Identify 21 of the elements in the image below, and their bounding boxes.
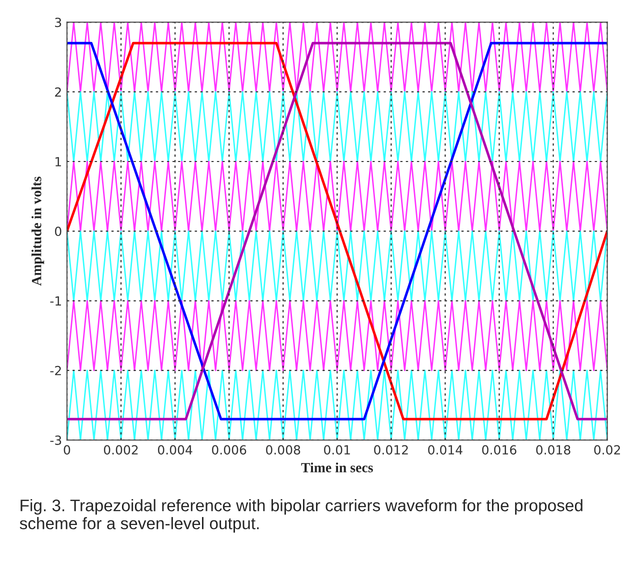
x-axis-title: Time in secs [301,462,373,472]
x-tick-label: 0.016 [482,445,516,455]
caption: Fig. 3. Trapezoidal reference with bipolar carriers waveform for the proposed scheme for a seven-level output. [20,499,582,533]
x-tick-label: 0.012 [374,445,408,455]
y-tick-label: -3 [50,436,62,445]
x-tick-label: 0.014 [428,445,462,455]
x-tick-label: 0.02 [594,445,620,455]
x-tick-label: 0.018 [536,445,570,455]
y-tick-label: 0 [54,226,62,236]
y-tick-label: 1 [56,157,61,166]
x-tick-label: 0.002 [104,445,138,455]
y-axis-title: Amplitude in volts [32,176,44,286]
y-tick-label: -1 [50,296,61,306]
y-tick-label: -2 [50,366,61,376]
y-tick-label: 2 [55,87,61,97]
x-tick-label: 0.004 [158,445,192,455]
y-tick-label: 3 [55,18,62,28]
x-tick-label: 0.008 [266,445,300,455]
x-tick-label: 0.006 [212,445,246,455]
x-tick-label: 0 [64,445,70,455]
x-tick-label: 0.01 [324,445,350,455]
